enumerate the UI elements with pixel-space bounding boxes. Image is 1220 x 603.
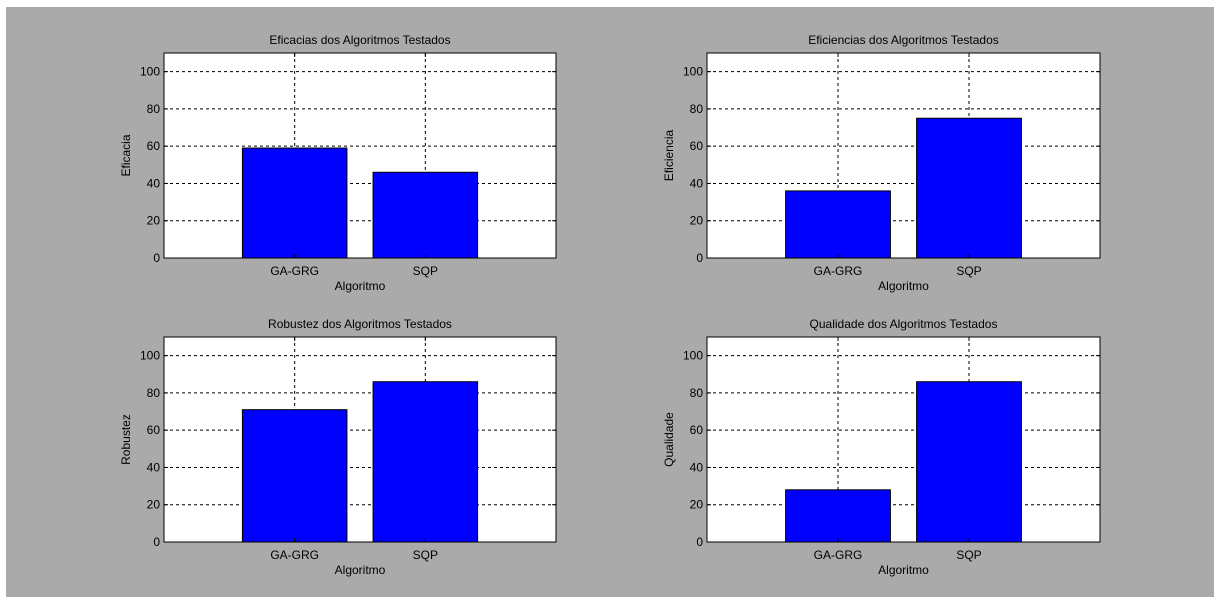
y-tick-label: 100	[140, 65, 160, 79]
y-tick-label: 60	[147, 139, 161, 153]
chart-title: Robustez dos Algoritmos Testados	[268, 317, 452, 331]
y-tick-label: 100	[140, 349, 160, 363]
x-axis-label: Algoritmo	[335, 563, 386, 577]
plot-area	[164, 53, 556, 258]
y-axis-label: Eficiencia	[662, 129, 676, 181]
axes-box	[706, 52, 1101, 259]
chart-title: Eficacias dos Algoritmos Testados	[269, 33, 450, 47]
y-tick-label: 100	[683, 349, 703, 363]
y-tick-label: 20	[147, 214, 161, 228]
x-axis-label: Algoritmo	[878, 279, 929, 293]
x-axis-label: Algoritmo	[335, 279, 386, 293]
y-axis-label: Qualidade	[662, 412, 676, 467]
plot-area	[164, 337, 556, 542]
plot-area	[707, 53, 1100, 258]
bar-ga-grg	[241, 409, 348, 543]
chart-3: 0 20 40 60 80 100 GA-GRG SQP Robustez dos Algori…	[119, 317, 557, 577]
y-tick-label: 60	[147, 423, 161, 437]
y-tick-label: 0	[696, 251, 703, 265]
chart-2: 0 20 40 60 80 100 GA-GRG SQP Eficiencias dos Alg…	[662, 33, 1101, 293]
x-tick-label: GA-GRG	[270, 548, 319, 562]
y-tick-label: 40	[690, 460, 704, 474]
x-tick-label: GA-GRG	[814, 548, 863, 562]
y-tick-label: 40	[147, 176, 161, 190]
y-tick-label: 20	[690, 498, 704, 512]
chart-4: 0 20 40 60 80 100 GA-GRG SQP Qualidade dos Algor…	[662, 317, 1101, 577]
y-tick-label: 100	[683, 65, 703, 79]
x-tick-label: SQP	[413, 264, 438, 278]
chart-title: Qualidade dos Algoritmos Testados	[810, 317, 998, 331]
x-tick-label: SQP	[956, 264, 981, 278]
figure-window: 0 20 40 60 80 100 GA-GRG SQP Eficacias dos Algor…	[6, 7, 1214, 597]
axes-box	[163, 52, 557, 259]
y-tick-label: 0	[696, 535, 703, 549]
y-tick-label: 60	[690, 423, 704, 437]
y-tick-label: 40	[147, 460, 161, 474]
bar-ga-grg	[241, 147, 348, 259]
bar-sqp	[916, 381, 1022, 543]
bar-sqp	[916, 117, 1022, 259]
x-tick-label: GA-GRG	[270, 264, 319, 278]
y-tick-label: 80	[147, 386, 161, 400]
bar-sqp	[372, 381, 479, 543]
figure-canvas: 0 20 40 60 80 100 GA-GRG SQP Eficacias dos Algor…	[119, 33, 1101, 577]
x-axis-label: Algoritmo	[878, 563, 929, 577]
chart-1: 0 20 40 60 80 100 GA-GRG SQP Eficacias dos Algor…	[119, 33, 557, 293]
y-tick-label: 0	[153, 251, 160, 265]
y-axis-label: Eficacia	[119, 134, 133, 176]
y-tick-label: 80	[690, 386, 704, 400]
axes-box	[163, 336, 557, 543]
axes-box	[706, 336, 1101, 543]
x-tick-label: GA-GRG	[814, 264, 863, 278]
y-tick-label: 80	[690, 102, 704, 116]
bar-ga-grg	[785, 190, 891, 259]
y-tick-label: 80	[147, 102, 161, 116]
y-axis-label: Robustez	[119, 414, 133, 465]
y-tick-label: 0	[153, 535, 160, 549]
x-tick-label: SQP	[413, 548, 438, 562]
bar-sqp	[372, 171, 479, 259]
y-tick-label: 60	[690, 139, 704, 153]
y-tick-label: 20	[147, 498, 161, 512]
x-tick-label: SQP	[956, 548, 981, 562]
chart-title: Eficiencias dos Algoritmos Testados	[808, 33, 999, 47]
y-tick-label: 40	[690, 176, 704, 190]
plot-area	[707, 337, 1100, 542]
bar-ga-grg	[785, 489, 891, 543]
y-tick-label: 20	[690, 214, 704, 228]
